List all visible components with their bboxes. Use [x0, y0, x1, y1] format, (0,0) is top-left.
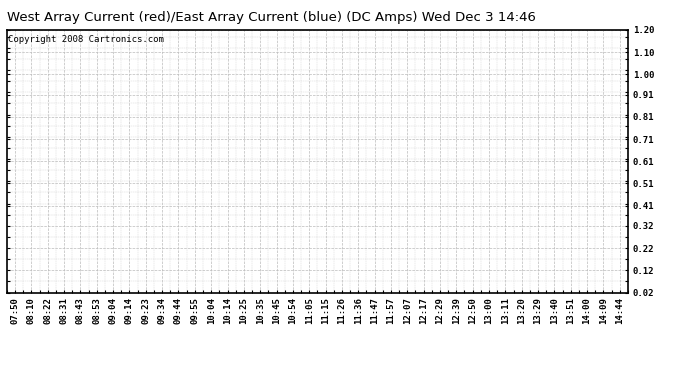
Text: Copyright 2008 Cartronics.com: Copyright 2008 Cartronics.com — [8, 35, 164, 44]
Text: West Array Current (red)/East Array Current (blue) (DC Amps) Wed Dec 3 14:46: West Array Current (red)/East Array Curr… — [7, 11, 535, 24]
